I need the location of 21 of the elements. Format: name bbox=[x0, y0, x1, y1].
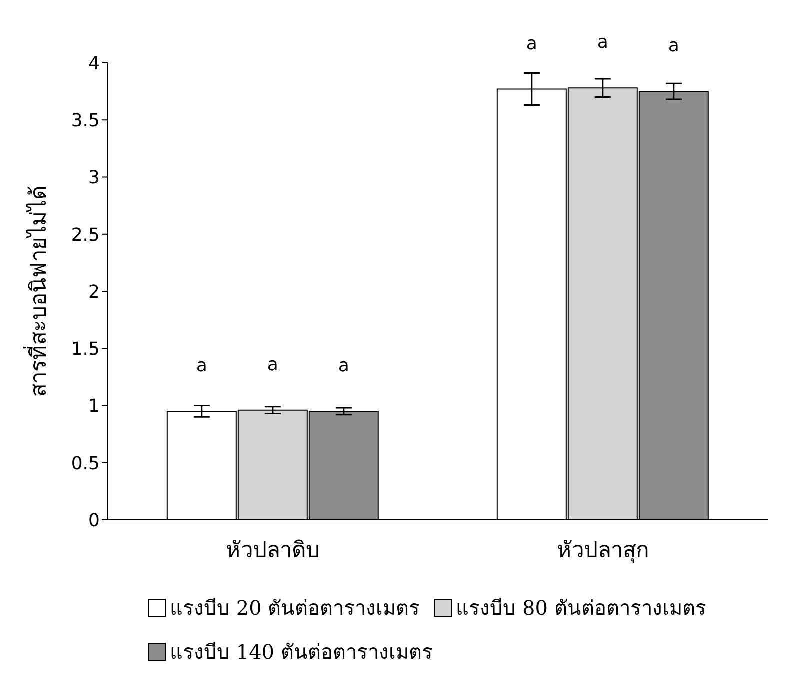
y-tick-label: 3.5 bbox=[71, 110, 100, 132]
data-label: a bbox=[526, 33, 538, 54]
y-tick-label: 3 bbox=[88, 168, 100, 189]
legend-label: แรงบีบ 20 ตันต่อตารางเมตร bbox=[170, 595, 420, 622]
y-tick-label: 0.5 bbox=[71, 453, 100, 474]
y-axis-title: สารที่สะบอนิฟายไม่ได้ bbox=[22, 186, 52, 397]
y-tick-label: 2.5 bbox=[71, 224, 100, 246]
y-tick-label: 0 bbox=[88, 510, 100, 532]
y-tick-label: 4 bbox=[88, 53, 100, 74]
data-label: a bbox=[267, 354, 278, 376]
x-tick-label: หัวปลาดิบ bbox=[226, 538, 320, 564]
y-tick-label: 2 bbox=[88, 282, 100, 303]
y-tick-label: 1.5 bbox=[71, 339, 100, 360]
legend-label: แรงบีบ 140 ตันต่อตารางเมตร bbox=[170, 639, 433, 666]
y-tick-label: 1 bbox=[88, 396, 100, 418]
data-label: a bbox=[196, 355, 208, 376]
data-label: a bbox=[597, 32, 608, 54]
data-label: a bbox=[668, 36, 680, 57]
x-tick-label: หัวปลาสุก bbox=[557, 538, 649, 564]
data-label: a bbox=[338, 355, 350, 376]
legend-label: แรงบีบ 80 ตันต่อตารางเมตร bbox=[456, 595, 706, 622]
